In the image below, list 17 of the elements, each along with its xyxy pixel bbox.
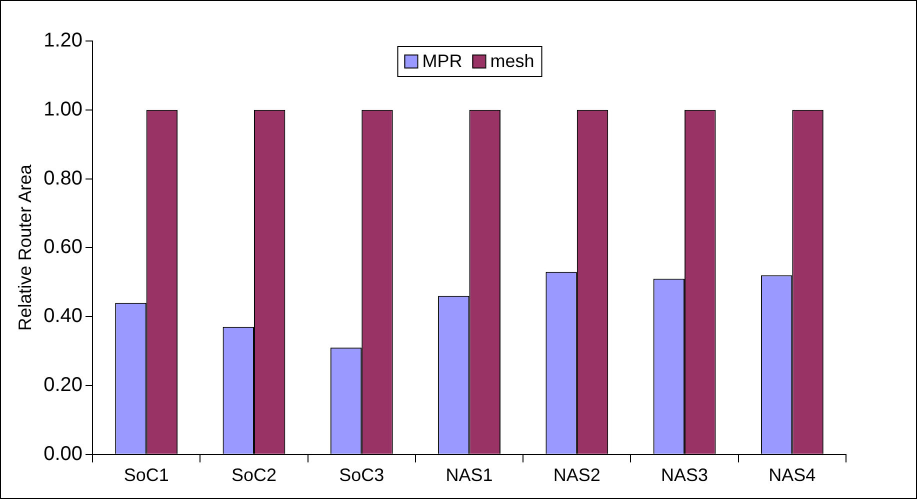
legend-label: MPR: [422, 50, 462, 71]
x-tick-label: NAS1: [446, 465, 493, 486]
x-tick-label: NAS4: [768, 465, 816, 486]
x-tick-label: SoC2: [231, 465, 276, 486]
legend-label: mesh: [490, 50, 534, 71]
y-tick-label: 1.20: [44, 30, 83, 52]
x-tick-label: NAS3: [661, 465, 708, 486]
x-tick-label: NAS2: [553, 465, 600, 486]
y-tick-label: 0.20: [44, 374, 83, 396]
x-tick-label: SoC1: [124, 465, 169, 486]
y-tick-label: 0.60: [44, 236, 83, 258]
y-axis-title: Relative Router Area: [14, 164, 35, 331]
x-tick-label: SoC3: [339, 465, 384, 486]
y-tick-label: 0.00: [44, 442, 83, 465]
y-tick-label: 0.80: [44, 167, 83, 190]
y-tick-label: 0.40: [44, 305, 83, 328]
y-tick-label: 1.00: [44, 98, 83, 120]
